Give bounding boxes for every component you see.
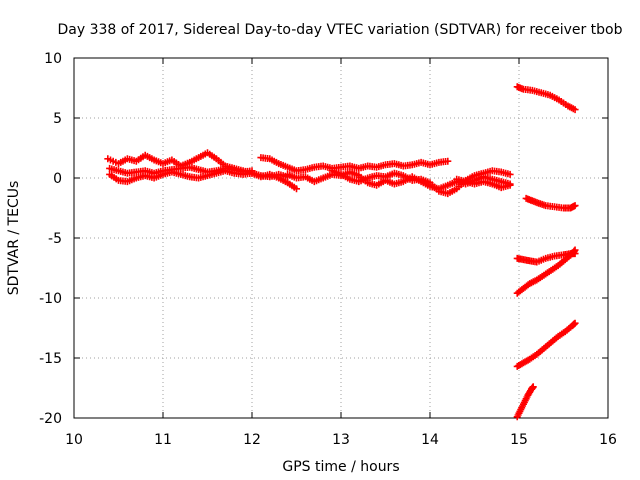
data-point — [444, 157, 452, 165]
series-track-h — [513, 83, 579, 114]
series-track-c — [106, 163, 256, 177]
data-point — [506, 170, 514, 178]
x-tick-label: 16 — [599, 432, 617, 448]
x-tick-label: 13 — [332, 432, 350, 448]
series-track-k — [513, 246, 579, 297]
data-point — [571, 246, 579, 254]
data-point — [293, 185, 300, 193]
y-tick-label: 5 — [53, 111, 62, 127]
y-tick-label: -20 — [39, 411, 62, 427]
x-tick-label: 14 — [421, 432, 439, 448]
x-tick-label: 15 — [510, 432, 528, 448]
series-track-i — [522, 194, 579, 212]
data-point — [571, 202, 579, 210]
data-point — [529, 383, 537, 391]
x-axis-label: GPS time / hours — [282, 459, 399, 475]
chart-title: Day 338 of 2017, Sidereal Day-to-day VTE… — [57, 22, 622, 38]
x-tick-label: 11 — [154, 432, 172, 448]
series-track-l — [513, 319, 579, 370]
grid — [74, 58, 608, 418]
data-points — [104, 83, 579, 421]
series-track-m — [513, 383, 537, 421]
data-point — [571, 319, 579, 327]
data-point — [506, 181, 514, 189]
x-tick-label: 12 — [243, 432, 261, 448]
series-track-d — [257, 154, 452, 175]
y-tick-label: -10 — [39, 291, 62, 307]
y-axis-label: SDTVAR / TECUs — [6, 181, 22, 296]
x-tick-label: 10 — [65, 432, 83, 448]
axis-ticks: 10 11 12 13 14 15 16 -20 -15 -10 -5 0 5 10 — [39, 51, 617, 448]
y-tick-label: -5 — [48, 231, 62, 247]
y-tick-label: -15 — [39, 351, 62, 367]
data-point — [248, 167, 256, 175]
data-point — [571, 106, 579, 114]
y-tick-label: 0 — [53, 171, 62, 187]
series-track-g — [453, 175, 514, 192]
y-tick-label: 10 — [44, 51, 62, 67]
